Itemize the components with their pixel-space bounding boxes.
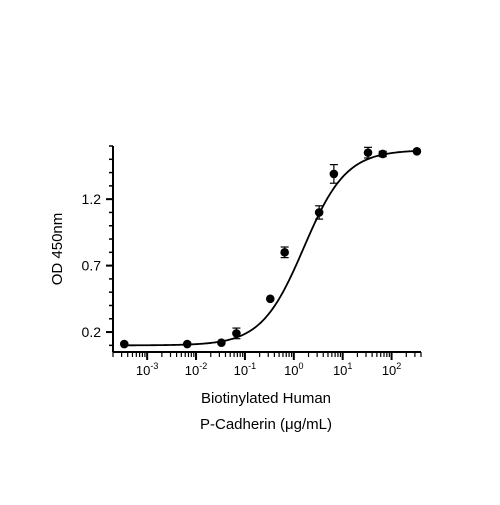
x-axis-title-line-2: P-Cadherin (μg/mL) (200, 416, 332, 433)
fit-curve-layer (124, 150, 417, 347)
axis-labels-layer: 0.2 0.7 1.2 10-3 10-2 10-1 100 101 102 OD 450nm Bi… (49, 191, 401, 433)
data-point (217, 338, 226, 347)
axes-layer (106, 145, 422, 360)
data-point (329, 169, 339, 179)
x-tick-label: 10-1 (234, 361, 256, 378)
data-point (412, 147, 422, 156)
data-point (280, 248, 289, 257)
y-tick-label: 0.2 (82, 324, 102, 340)
data-point (119, 339, 129, 349)
data-point (232, 329, 241, 338)
x-tick-label: 102 (382, 361, 401, 378)
data-point (378, 149, 388, 159)
x-tick-label: 100 (284, 361, 303, 378)
y-tick-label: 1.2 (82, 191, 102, 207)
x-axis-title-line-1: Biotinylated Human (201, 390, 331, 407)
x-tick-label: 10-2 (185, 361, 207, 378)
y-tick-label: 0.7 (82, 258, 102, 274)
y-axis-title: OD 450nm (49, 213, 66, 286)
x-tick-label: 101 (333, 361, 352, 378)
data-point (314, 208, 324, 217)
x-tick-label: 10-3 (136, 361, 158, 378)
data-points-layer (119, 146, 422, 349)
data-point (363, 148, 373, 157)
data-point (182, 339, 192, 349)
data-point (265, 294, 275, 304)
fit-curve-line (124, 150, 417, 347)
